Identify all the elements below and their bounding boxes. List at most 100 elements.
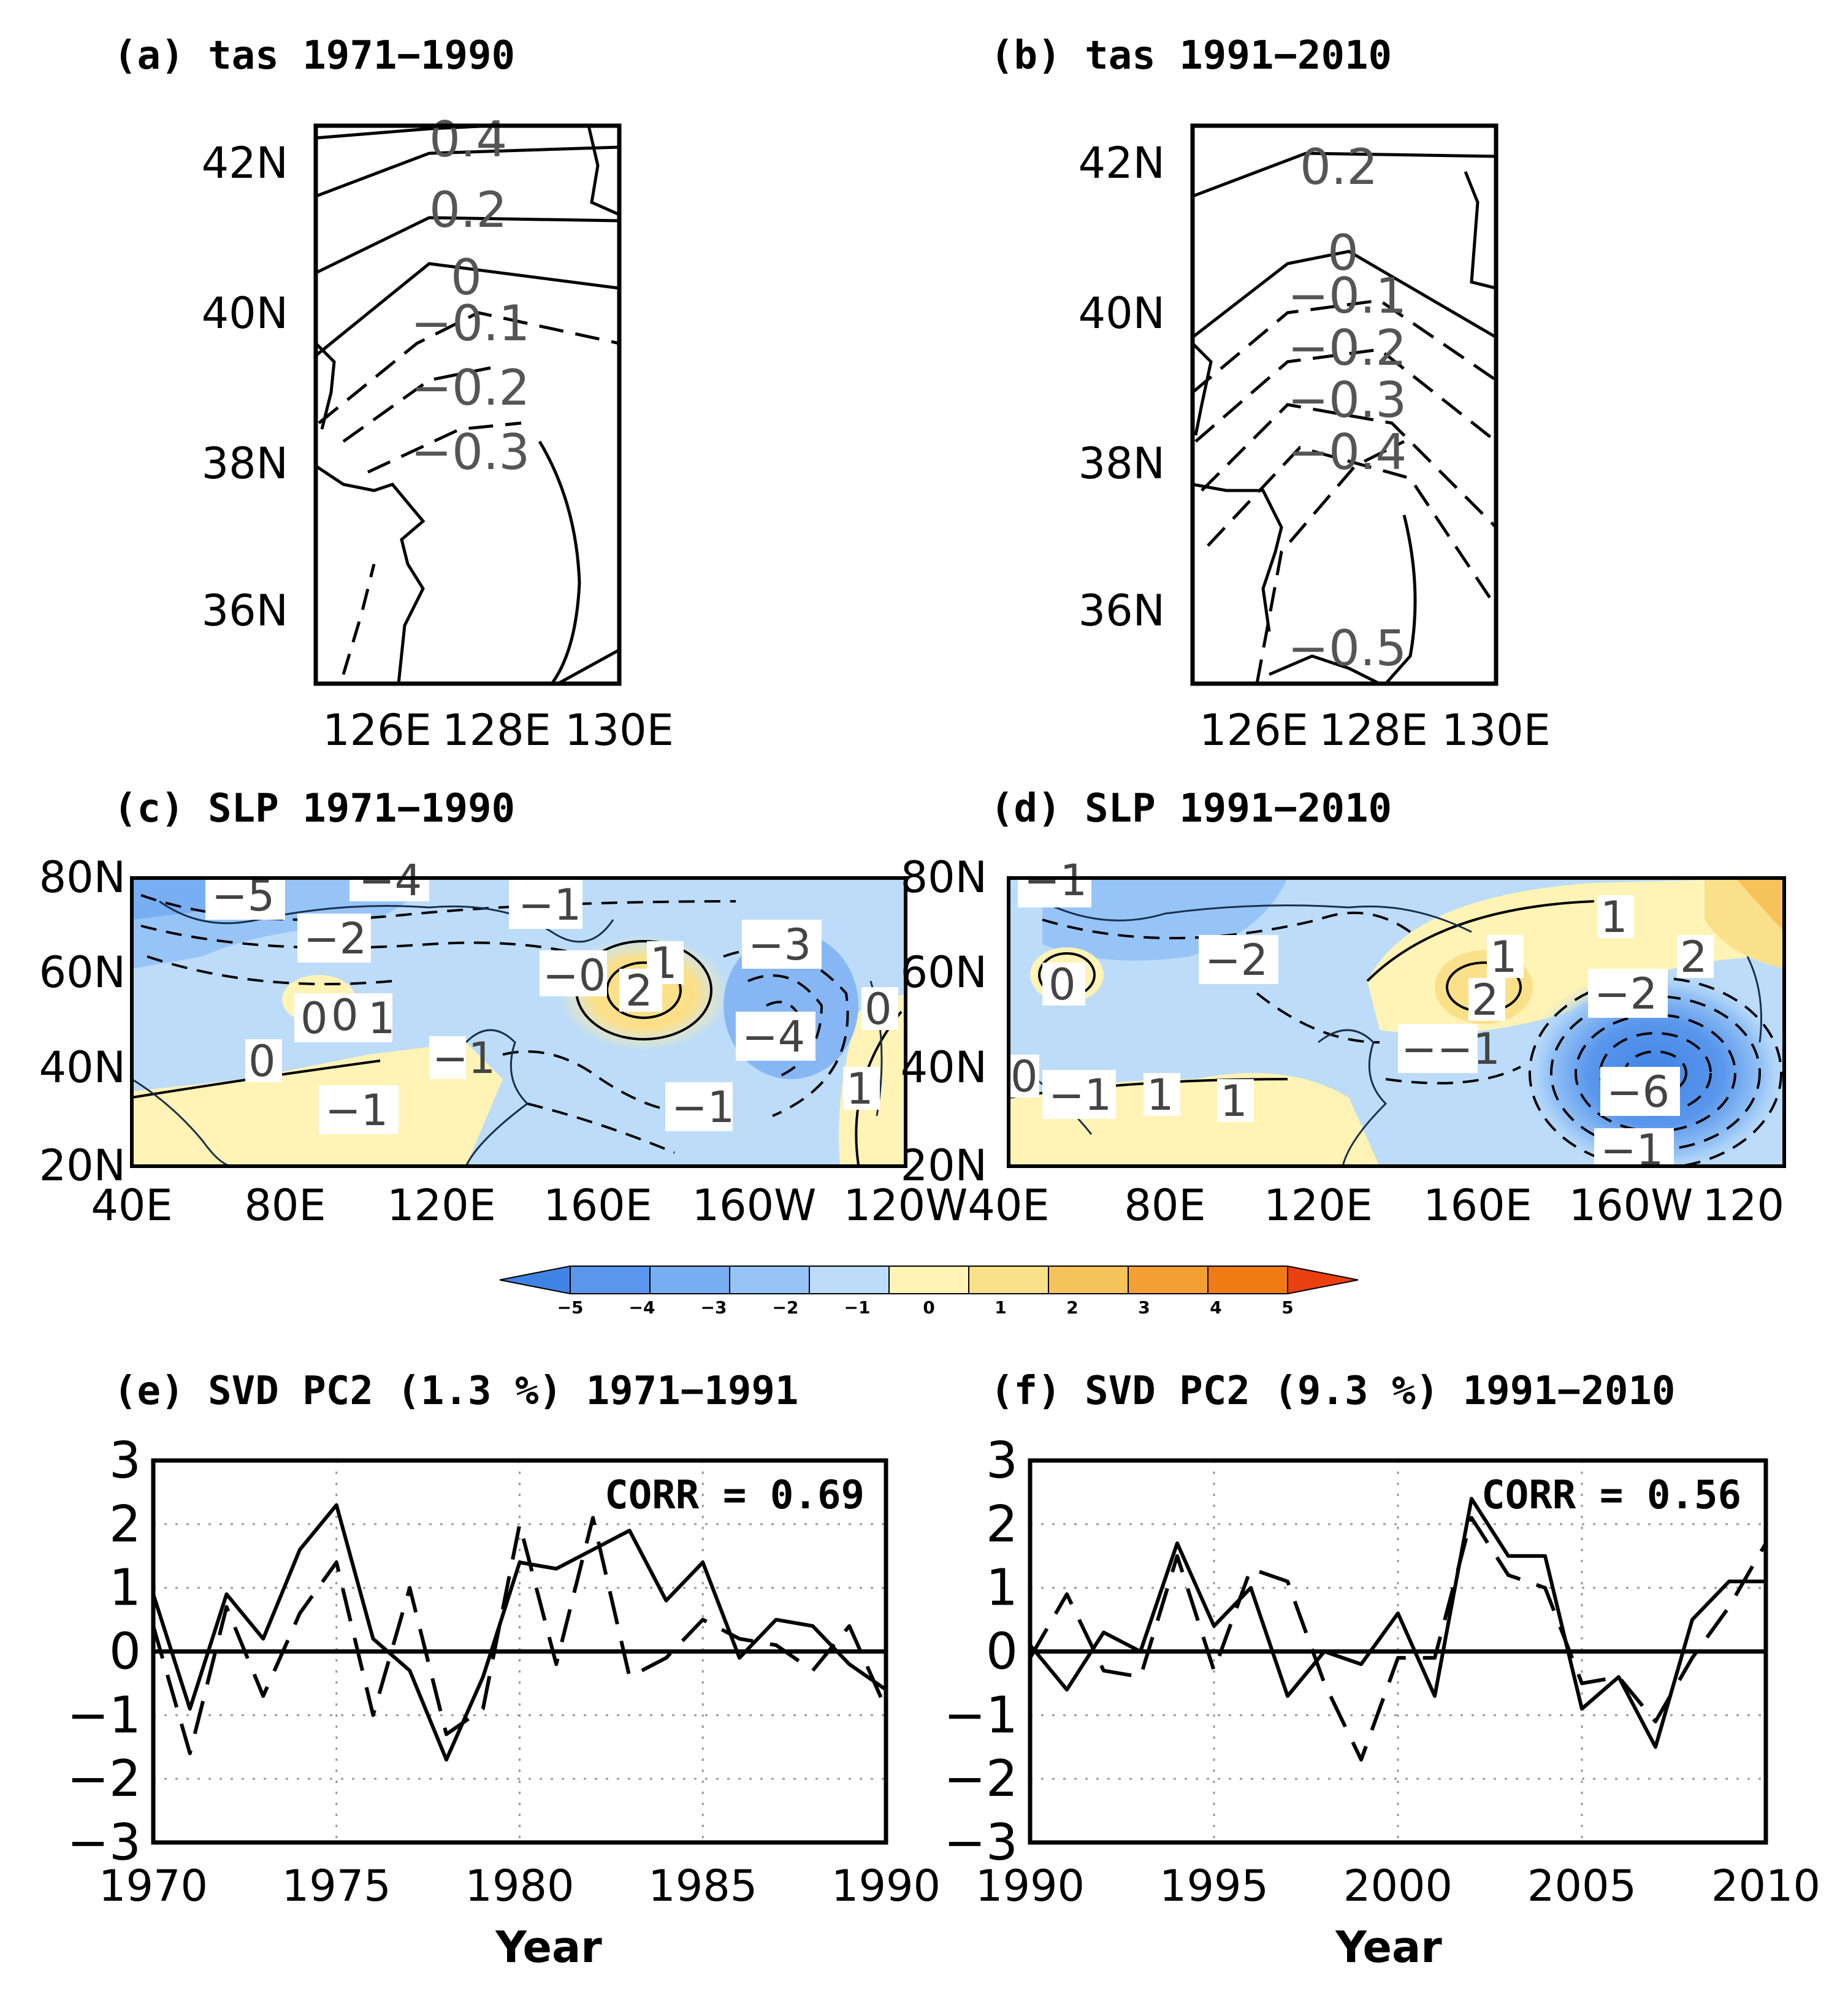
svg-text:126E: 126E: [323, 705, 432, 755]
svg-text:2: 2: [625, 966, 653, 1016]
y-tick-label: −2: [944, 1750, 1018, 1808]
x-tick-label: 1970: [99, 1861, 208, 1911]
svg-text:1: 1: [368, 993, 395, 1044]
panel-f-title: (f) SVD PC2 (9.3 %) 1991−2010: [990, 1369, 1675, 1414]
svg-text:−0.1: −0.1: [411, 295, 530, 352]
y-tick-label: −1: [67, 1686, 141, 1744]
svg-text:−1: −1: [1024, 855, 1087, 906]
panel-d-title: (d) SLP 1991−2010: [990, 786, 1392, 831]
panel-c-ticks: 80N 60N 40N 20N 40E 80E 120E 160E 160W 1…: [39, 852, 968, 1231]
series-dashed: [151, 1516, 888, 1755]
y-tick-label: −1: [944, 1686, 1018, 1744]
svg-text:160E: 160E: [1423, 1180, 1532, 1231]
svg-text:0: 0: [1048, 960, 1076, 1010]
svg-text:−1: −1: [432, 1033, 495, 1083]
svg-text:36N: 36N: [202, 586, 288, 636]
svg-text:20N: 20N: [901, 1140, 987, 1191]
panel-e-xlabel: Year: [495, 1922, 602, 1972]
colorbar-bin: [968, 1266, 1049, 1294]
svg-text:40N: 40N: [39, 1042, 126, 1093]
colorbar-tick-label: −5: [557, 1297, 584, 1318]
svg-text:−2: −2: [304, 914, 367, 964]
x-tick-label: 1975: [282, 1861, 391, 1911]
y-tick-label: −3: [944, 1814, 1018, 1872]
colorbar-bin: [649, 1266, 730, 1294]
svg-text:−2: −2: [1594, 969, 1657, 1019]
y-tick-label: 1: [109, 1559, 141, 1617]
svg-text:1: 1: [1600, 892, 1628, 942]
panel-a-contour-labels: 0.4 0.2 0 −0.1 −0.2 −0.3: [411, 111, 530, 481]
x-tick-label: 1995: [1159, 1861, 1269, 1911]
svg-text:0.4: 0.4: [429, 111, 507, 168]
svg-text:80N: 80N: [901, 852, 987, 903]
svg-text:120W: 120W: [844, 1180, 968, 1231]
y-tick-label: 0: [986, 1623, 1018, 1681]
svg-text:130E: 130E: [565, 705, 674, 755]
svg-text:−0.3: −0.3: [411, 424, 530, 481]
svg-text:−1: −1: [325, 1085, 388, 1136]
svg-text:80N: 80N: [39, 852, 126, 903]
svg-text:126E: 126E: [1199, 705, 1308, 755]
series-solid: [151, 1503, 887, 1762]
svg-text:0.2: 0.2: [429, 181, 507, 239]
svg-text:0: 0: [451, 249, 482, 306]
svg-text:−1: −1: [671, 1082, 735, 1132]
svg-text:−1: −1: [1048, 1070, 1112, 1120]
panel-e-title: (e) SVD PC2 (1.3 %) 1971−1991: [113, 1369, 798, 1414]
svg-text:2: 2: [1472, 975, 1499, 1025]
panel-d-frame: [1007, 876, 1786, 1168]
colorbar-tick-label: 0: [923, 1297, 934, 1318]
colorbar-tick-label: 4: [1210, 1297, 1221, 1318]
svg-text:38N: 38N: [202, 438, 288, 489]
colorbar-bin: [809, 1266, 890, 1294]
y-tick-label: 3: [986, 1432, 1018, 1490]
panel-b-title: (b) tas 1991−2010: [990, 33, 1392, 78]
svg-text:−0: −0: [543, 950, 606, 1001]
svg-text:1: 1: [1220, 1076, 1248, 1126]
svg-text:−2: −2: [1205, 935, 1268, 985]
panel-e-corr: CORR = 0.69: [605, 1473, 865, 1518]
panel-a-title: (a) tas 1971−1990: [113, 33, 515, 78]
panel-a-contours: [316, 126, 619, 684]
svg-text:160E: 160E: [543, 1180, 652, 1231]
svg-text:0: 0: [1010, 1052, 1038, 1102]
svg-text:−4: −4: [359, 855, 422, 906]
colorbar-bin: [1128, 1266, 1208, 1294]
panel-a-frame: [313, 123, 622, 686]
x-tick-label: 1985: [648, 1861, 757, 1911]
panel-b-frame: [1190, 123, 1499, 686]
colorbar-bin: [888, 1266, 969, 1294]
svg-text:120: 120: [1702, 1180, 1784, 1231]
x-tick-label: 1990: [976, 1861, 1085, 1911]
svg-text:−4: −4: [742, 1012, 805, 1062]
svg-text:1: 1: [1490, 932, 1518, 982]
plot-frame: [1028, 1458, 1768, 1845]
colorbar-tick-label: −4: [629, 1297, 655, 1318]
plot-frame: [151, 1458, 888, 1845]
colorbar: −5 −4 −3 −2 −1 0 1 2 3 4 5: [499, 1265, 1359, 1318]
y-tick-label: −2: [67, 1750, 141, 1808]
svg-text:−0.4: −0.4: [1288, 424, 1407, 481]
svg-text:130E: 130E: [1441, 705, 1551, 755]
y-tick-label: 2: [109, 1495, 141, 1554]
svg-text:0.2: 0.2: [1300, 139, 1378, 196]
svg-text:20N: 20N: [39, 1140, 126, 1191]
svg-text:0: 0: [331, 990, 359, 1040]
svg-text:42N: 42N: [1079, 138, 1165, 188]
colorbar-tick-label: 5: [1281, 1297, 1293, 1318]
svg-text:0: 0: [1327, 224, 1359, 281]
y-tick-label: 0: [109, 1623, 141, 1681]
y-tick-label: −3: [67, 1814, 141, 1872]
panel-b-ticks: 42N 40N 38N 36N 126E 128E 130E: [1079, 138, 1551, 755]
panel-d-contour-labels: −1 0 −2 1 1 2 −2 2 −−1 −6 0 −1 1 1 −1: [1009, 855, 1714, 1175]
colorbar-bin: [729, 1266, 810, 1294]
panel-f-corr: CORR = 0.56: [1481, 1473, 1741, 1518]
svg-text:40N: 40N: [202, 288, 288, 338]
svg-text:1: 1: [1147, 1070, 1174, 1120]
svg-text:40E: 40E: [968, 1180, 1049, 1231]
panel-d-ticks: 80N 60N 40N 20N 40E 80E 120E 160E 160W 1…: [901, 852, 1784, 1231]
y-tick-label: 1: [986, 1559, 1018, 1617]
svg-text:40N: 40N: [901, 1042, 987, 1093]
